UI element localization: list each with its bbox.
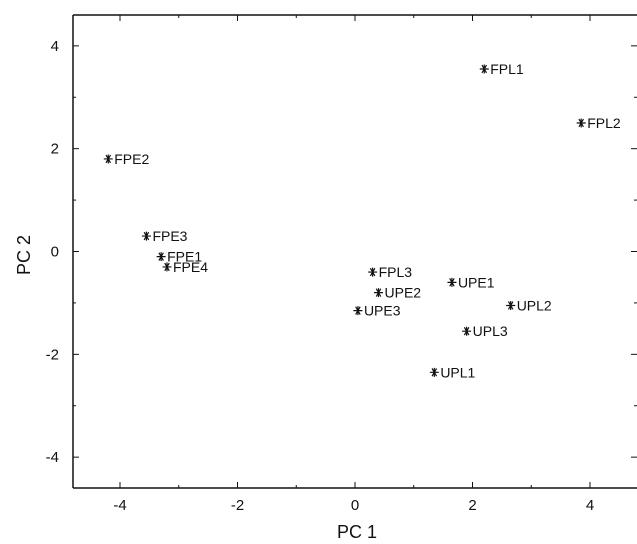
asterisk-marker: [368, 267, 378, 277]
asterisk-marker: [506, 300, 516, 310]
point-label: FPL1: [490, 61, 524, 77]
asterisk-marker: [447, 277, 457, 287]
asterisk-marker: [374, 288, 383, 298]
point-fpe2: FPE2: [103, 151, 149, 167]
point-label: FPE3: [152, 228, 187, 244]
point-label: UPL1: [440, 364, 475, 380]
y-axis-title: PC 2: [14, 235, 34, 275]
point-upe2: UPE2: [374, 285, 421, 301]
x-tick-label: -2: [231, 497, 244, 514]
asterisk-marker: [103, 154, 113, 164]
point-upl2: UPL2: [506, 297, 552, 313]
asterisk-marker: [353, 306, 363, 316]
asterisk-marker: [162, 262, 172, 272]
x-tick-label: -4: [113, 497, 126, 514]
asterisk-marker: [141, 231, 151, 241]
point-label: UPE2: [385, 285, 422, 301]
tick-labels: -4 -2 0 2 4 -4 -2 0 2 4: [46, 38, 595, 514]
asterisk-marker: [156, 252, 166, 262]
point-upl3: UPL3: [462, 323, 508, 339]
point-upe3: UPE3: [353, 303, 401, 319]
y-tick-label: 0: [51, 244, 59, 261]
y-tick-label: 2: [51, 141, 59, 158]
point-label: UPE1: [458, 274, 495, 290]
point-fpl1: FPL1: [479, 61, 524, 77]
y-tick-label: -2: [46, 346, 59, 363]
point-fpe3: FPE3: [141, 228, 188, 244]
point-fpl2: FPL2: [576, 115, 621, 131]
y-tick-label: 4: [51, 38, 59, 55]
point-fpe4: FPE4: [162, 259, 208, 275]
point-upl1: UPL1: [429, 364, 476, 380]
x-axis-title: PC 1: [337, 522, 377, 542]
asterisk-marker: [429, 367, 439, 377]
point-label: UPL3: [473, 323, 508, 339]
x-tick-label: 2: [468, 497, 476, 514]
asterisk-marker: [479, 64, 489, 74]
point-fpe1: FPE1: [156, 249, 202, 265]
point-label: UPE3: [364, 303, 401, 319]
point-label: FPL3: [379, 264, 413, 280]
point-upe1: UPE1: [447, 274, 495, 290]
point-label: FPE1: [167, 249, 202, 265]
point-label: FPE2: [114, 151, 149, 167]
asterisk-marker: [462, 326, 472, 336]
point-fpl3: FPL3: [368, 264, 412, 280]
point-label: UPL2: [517, 297, 552, 313]
x-tick-label: 0: [351, 497, 359, 514]
x-tick-label: 4: [586, 497, 594, 514]
point-label: FPE4: [173, 259, 208, 275]
tick-marks: [73, 15, 637, 488]
point-label: FPL2: [587, 115, 621, 131]
asterisk-marker: [576, 118, 586, 128]
y-tick-label: -4: [46, 449, 59, 466]
axes: [72, 14, 637, 489]
